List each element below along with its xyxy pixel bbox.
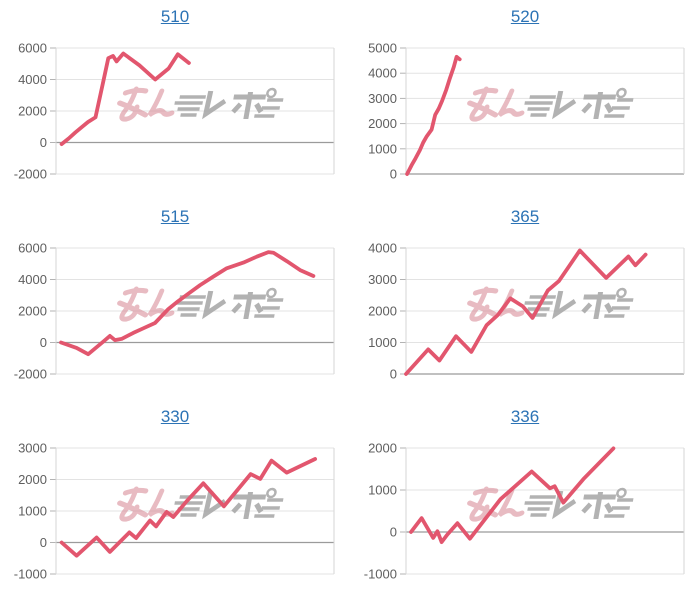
chart-canvas-510: 6000 4000 2000 0 -2000	[14, 41, 335, 182]
chart-panel-365: 365 4000 3000 2000 1000 0	[350, 200, 700, 400]
chart-panel-515: 515 6000 4000 2000 0 -2000	[0, 200, 350, 400]
chart-link-330[interactable]: 330	[160, 407, 190, 426]
svg-text:-2000: -2000	[14, 167, 47, 182]
chart-link-520[interactable]: 520	[510, 7, 540, 26]
chart-panel-330: 330 3000 2000 1000 0 -1000	[0, 400, 350, 600]
svg-text:1000: 1000	[368, 141, 397, 156]
svg-text:4000: 4000	[18, 72, 47, 87]
chart-link-510[interactable]: 510	[160, 7, 190, 26]
chart-canvas-515: 6000 4000 2000 0 -2000	[14, 241, 335, 382]
svg-text:2000: 2000	[368, 116, 397, 131]
chart-canvas-336: 2000 1000 0 -1000	[364, 441, 685, 582]
svg-text:0: 0	[390, 367, 397, 382]
svg-text:2000: 2000	[18, 104, 47, 119]
svg-text:-1000: -1000	[14, 567, 47, 582]
svg-text:0: 0	[40, 135, 47, 150]
svg-text:1000: 1000	[18, 504, 47, 519]
chart-panel-520: 520 5000 4000 3000 2000 1000 0	[350, 0, 700, 200]
svg-text:0: 0	[390, 525, 397, 540]
svg-text:0: 0	[40, 535, 47, 550]
svg-text:4000: 4000	[18, 272, 47, 287]
svg-text:2000: 2000	[18, 472, 47, 487]
svg-text:-2000: -2000	[14, 367, 47, 382]
chart-link-515[interactable]: 515	[160, 207, 190, 226]
svg-text:1000: 1000	[368, 483, 397, 498]
svg-text:4000: 4000	[368, 241, 397, 256]
svg-text:5000: 5000	[368, 41, 397, 56]
chart-canvas-330: 3000 2000 1000 0 -1000	[14, 441, 335, 582]
chart-panel-510: 510 6000 4000 2000 0 -2000	[0, 0, 350, 200]
svg-text:4000: 4000	[368, 66, 397, 81]
svg-text:2000: 2000	[368, 441, 397, 456]
svg-text:3000: 3000	[18, 441, 47, 456]
svg-text:-1000: -1000	[364, 567, 397, 582]
svg-text:0: 0	[40, 335, 47, 350]
chart-panel-336: 336 2000 1000 0 -1000	[350, 400, 700, 600]
svg-text:2000: 2000	[368, 304, 397, 319]
svg-text:2000: 2000	[18, 304, 47, 319]
svg-text:1000: 1000	[368, 335, 397, 350]
svg-text:0: 0	[390, 167, 397, 182]
chart-canvas-520: 5000 4000 3000 2000 1000 0	[368, 41, 685, 182]
chart-canvas-365: 4000 3000 2000 1000 0	[368, 241, 685, 382]
svg-text:3000: 3000	[368, 272, 397, 287]
chart-link-365[interactable]: 365	[510, 207, 540, 226]
svg-text:3000: 3000	[368, 91, 397, 106]
svg-text:6000: 6000	[18, 41, 47, 56]
svg-text:6000: 6000	[18, 241, 47, 256]
chart-link-336[interactable]: 336	[510, 407, 540, 426]
